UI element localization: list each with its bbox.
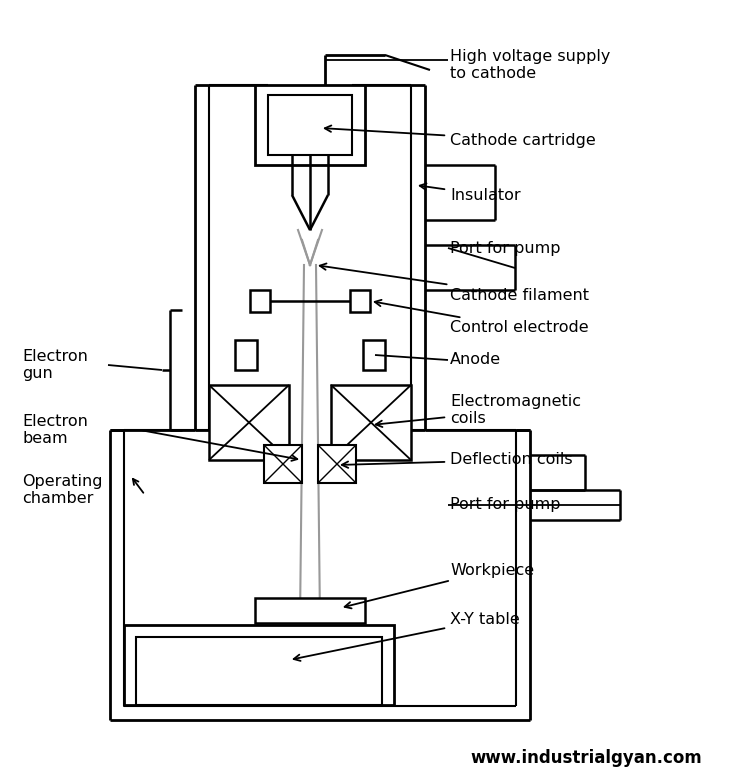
Bar [350, 290, 370, 312]
Text: Control electrode: Control electrode [374, 300, 589, 335]
Bar [264, 445, 302, 483]
Text: www.industrialgyan.com: www.industrialgyan.com [470, 749, 702, 767]
Bar [235, 340, 257, 370]
Text: Port for pump: Port for pump [450, 240, 560, 255]
Text: Cathode cartridge: Cathode cartridge [325, 125, 595, 147]
Text: Workpiece: Workpiece [345, 562, 534, 608]
Text: Insulator: Insulator [419, 183, 521, 203]
Bar [250, 290, 270, 312]
Text: High voltage supply
to cathode: High voltage supply to cathode [450, 49, 610, 81]
Text: Electron
gun: Electron gun [22, 348, 88, 381]
Bar [136, 637, 382, 705]
Bar [363, 340, 385, 370]
Text: Port for pump: Port for pump [450, 497, 560, 513]
Text: Operating
chamber: Operating chamber [22, 474, 103, 506]
Bar [124, 625, 394, 705]
Text: Deflection coils: Deflection coils [342, 453, 573, 468]
Text: Anode: Anode [450, 352, 501, 367]
Bar [331, 385, 411, 460]
Bar [255, 85, 365, 165]
Bar [255, 598, 365, 623]
Text: X-Y table: X-Y table [294, 612, 520, 661]
Text: Electron
beam: Electron beam [22, 413, 88, 446]
Bar [318, 445, 356, 483]
Text: Electromagnetic
coils: Electromagnetic coils [376, 394, 581, 427]
Bar [268, 95, 352, 155]
Bar [209, 385, 289, 460]
Text: Cathode filament: Cathode filament [320, 263, 589, 302]
